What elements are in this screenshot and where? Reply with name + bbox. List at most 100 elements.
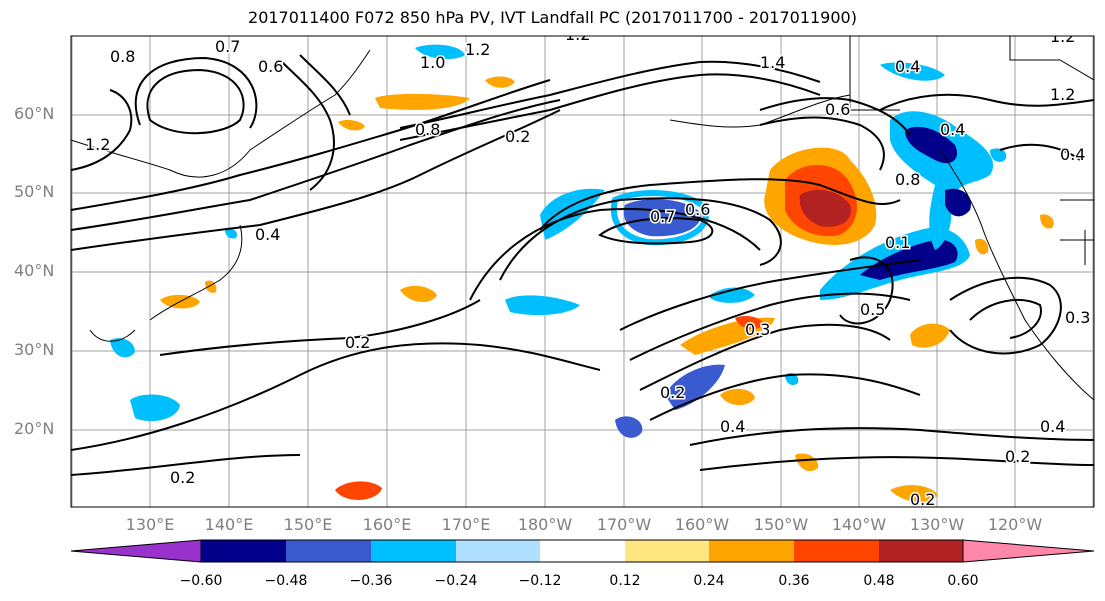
contour-line <box>399 73 821 141</box>
lon-label-160w: 160°W <box>674 515 730 534</box>
contour-line <box>279 59 335 191</box>
lon-label-170e: 170°E <box>441 515 491 534</box>
contour-label: 0.8 <box>415 120 440 139</box>
contour-label: 1.0 <box>420 53 445 72</box>
colorbar-tick-label: −0.36 <box>349 573 393 589</box>
contour-line <box>689 427 1094 446</box>
lon-label-120w: 120°W <box>987 515 1043 534</box>
colorbar-extend-high <box>963 540 1094 562</box>
lat-label-20n: 20°N <box>14 419 55 438</box>
contour-label: 1.2 <box>1050 85 1075 104</box>
contour-label: 0.2 <box>1005 447 1030 466</box>
negative-anomaly-small <box>710 287 755 303</box>
lon-label-150e: 150°E <box>283 515 333 534</box>
contour-line <box>649 373 921 421</box>
contour-line <box>71 454 301 476</box>
lat-label-50n: 50°N <box>14 182 55 201</box>
contour-line <box>759 97 911 136</box>
lon-label-180w: 180°W <box>517 515 573 534</box>
contour-label: 0.5 <box>860 300 885 319</box>
negative-anomaly-small <box>415 44 465 60</box>
colorbar-segment <box>286 540 371 562</box>
contour-line <box>71 79 551 211</box>
contour-label: 0.6 <box>685 200 710 219</box>
contour-label: 0.7 <box>650 207 675 226</box>
colorbar-tick-label: −0.24 <box>434 573 478 589</box>
contour-label: 0.8 <box>895 170 920 189</box>
lon-label-150w: 150°W <box>753 515 809 534</box>
contour-line <box>629 292 911 361</box>
contour-label: 1.2 <box>1050 27 1075 46</box>
contour-label: 0.4 <box>895 57 920 76</box>
contour-label: 0.7 <box>215 37 240 56</box>
contour-line <box>699 456 1094 471</box>
contour-line <box>71 109 561 251</box>
negative-anomaly-small <box>225 228 238 239</box>
positive-anomaly-small <box>335 481 382 500</box>
contour-label: 0.4 <box>1040 417 1065 436</box>
contour-line <box>879 93 1094 111</box>
colorbar-segment <box>540 540 625 562</box>
contour-line <box>598 217 714 245</box>
positive-anomaly-small <box>910 323 950 348</box>
positive-anomaly-darkest <box>799 189 851 227</box>
contour-label: 0.2 <box>170 468 195 487</box>
lat-label-40n: 40°N <box>14 261 55 280</box>
contour-line <box>499 197 782 281</box>
positive-anomaly-small <box>338 119 365 131</box>
contour-line <box>839 256 894 325</box>
contour-line <box>71 89 133 171</box>
map-title: 2017011400 F072 850 hPa PV, IVT Landfall… <box>248 8 857 27</box>
colorbar-segment <box>879 540 963 562</box>
contour-line <box>759 116 885 171</box>
colorbar-tick-label: 0.48 <box>863 573 895 589</box>
positive-anomaly-small <box>720 388 755 406</box>
contour-label: 0.1 <box>885 233 910 252</box>
pv-contours <box>71 54 1094 476</box>
contour-label: 0.6 <box>825 100 850 119</box>
colorbar-tick-label: −0.48 <box>264 573 308 589</box>
lon-label-130w: 130°W <box>909 515 965 534</box>
negative-anomaly-band-core <box>860 239 958 280</box>
contour-labels: 0.8 0.7 0.6 1.2 1.0 1.2 1.2 1.4 0.4 1.2 0.8 0.2 0.6 0… <box>84 25 1092 509</box>
contour-line <box>949 276 1062 355</box>
contour-label: 0.3 <box>745 320 770 339</box>
contour-line <box>146 68 245 135</box>
contour-label: 0.4 <box>255 225 280 244</box>
colorbar-extend-low <box>71 540 201 562</box>
contour-label: 1.4 <box>760 53 785 72</box>
contour-line <box>159 299 481 356</box>
map-frame <box>70 35 1095 508</box>
contour-line <box>71 342 601 451</box>
contour-label: 0.8 <box>110 47 135 66</box>
colorbar-segment <box>371 540 456 562</box>
contour-line <box>969 299 1042 339</box>
contour-line <box>469 208 761 301</box>
colorbar-segment <box>201 540 286 562</box>
lon-label-170w: 170°W <box>596 515 652 534</box>
negative-anomaly-small <box>880 62 945 81</box>
contour-label: 0.2 <box>910 490 935 509</box>
colorbar-tick-label: 0.12 <box>609 573 641 589</box>
negative-anomaly-small <box>990 148 1007 162</box>
colorbar-segment <box>709 540 794 562</box>
positive-anomaly-small <box>890 485 938 502</box>
contour-label: 0.2 <box>660 383 685 402</box>
contour-label: 1.2 <box>465 40 490 59</box>
contour-label: 1.2 <box>565 25 590 44</box>
contour-label: 0.2 <box>505 127 530 146</box>
contour-line <box>299 54 351 116</box>
contour-line <box>399 60 821 129</box>
contour-label: 0.3 <box>1065 308 1090 327</box>
lat-label-60n: 60°N <box>14 104 55 123</box>
colorbar-tick-label: 0.24 <box>693 573 725 589</box>
lon-label-140w: 140°W <box>831 515 887 534</box>
contour-label: 0.6 <box>258 57 283 76</box>
positive-anomaly-small <box>735 316 765 330</box>
negative-anomaly-small <box>665 364 725 410</box>
negative-anomaly-small <box>110 338 135 358</box>
contour-label: 1.2 <box>85 135 110 154</box>
positive-anomaly-small <box>975 238 989 255</box>
negative-anomaly-alaska-core <box>905 126 958 164</box>
